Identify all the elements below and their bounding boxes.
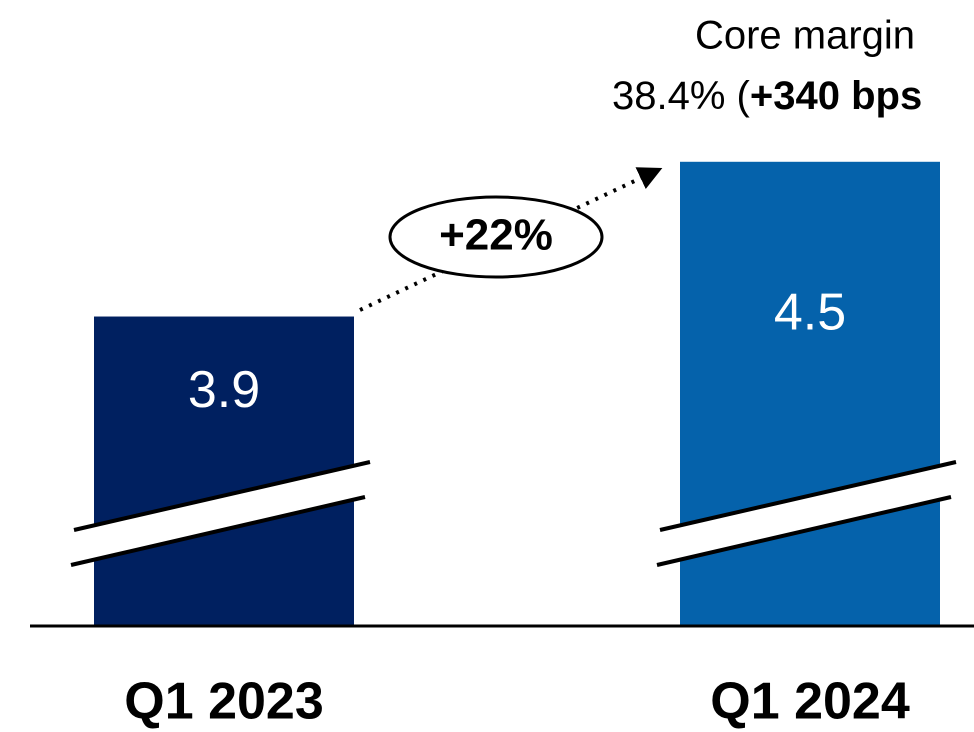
axis-break-line bbox=[656, 495, 952, 567]
margin-title: Core margin bbox=[695, 14, 915, 58]
x-tick-label: Q1 2024 bbox=[710, 673, 910, 731]
axis-break bbox=[657, 462, 956, 565]
value-label: 4.5 bbox=[774, 284, 846, 342]
axis-break-line bbox=[73, 460, 371, 532]
axis-break-line bbox=[659, 460, 957, 532]
bar bbox=[94, 316, 354, 626]
margin-change: +340 bps bbox=[750, 74, 922, 118]
x-tick-label: Q1 2023 bbox=[124, 673, 324, 731]
axis-break bbox=[71, 462, 370, 565]
margin-value: 38.4% ( bbox=[612, 74, 751, 118]
growth-bubble bbox=[388, 195, 604, 279]
bar bbox=[680, 161, 940, 626]
axis-break-line bbox=[70, 495, 366, 567]
value-label: 3.9 bbox=[188, 361, 260, 419]
margin-line: 38.4% (+340 bps bbox=[612, 74, 922, 118]
growth-label: +22% bbox=[439, 211, 553, 260]
